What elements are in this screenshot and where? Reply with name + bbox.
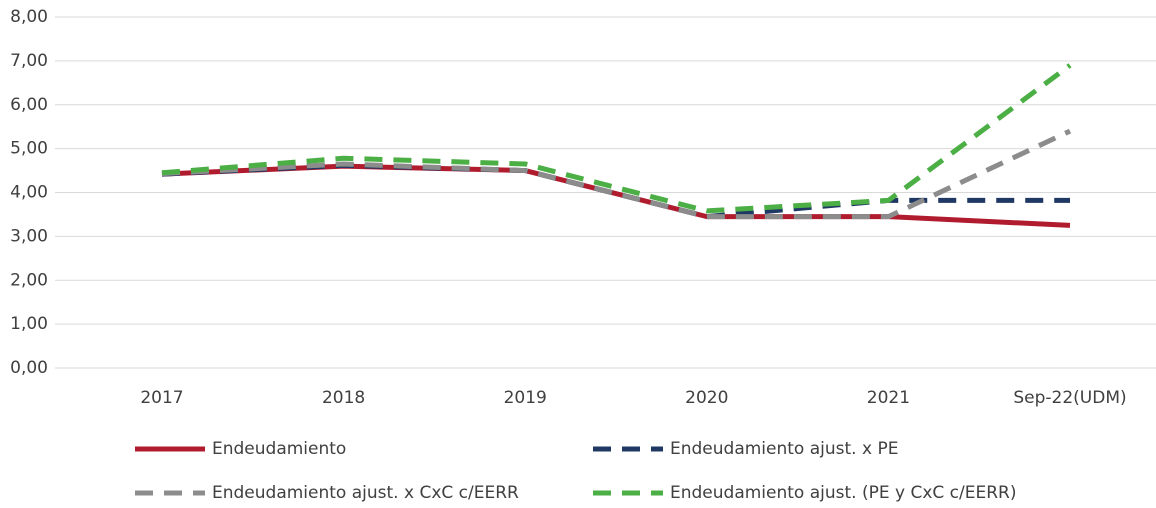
legend-label: Endeudamiento ajust. x PE: [670, 439, 898, 459]
y-tick-label: 5,00: [10, 139, 48, 159]
series-line: [161, 162, 1070, 220]
series-line: [161, 163, 1071, 228]
legend-label: Endeudamiento ajust. (PE y CxC c/EERR): [670, 483, 1017, 503]
x-tick-label: 2018: [322, 388, 365, 408]
y-tick-label: 4,00: [10, 183, 48, 203]
y-tick-label: 6,00: [10, 95, 48, 115]
y-tick-label: 2,00: [10, 270, 48, 290]
y-tick-label: 0,00: [10, 358, 48, 378]
y-tick-label: 1,00: [10, 314, 48, 334]
x-tick-label: 2017: [140, 388, 183, 408]
x-tick-label: 2021: [867, 388, 910, 408]
y-tick-label: 8,00: [10, 7, 48, 27]
x-tick-label: Sep-22(UDM): [1013, 388, 1126, 408]
legend-label: Endeudamiento: [212, 439, 346, 459]
series-line: [161, 128, 1072, 220]
x-tick-label: 2020: [685, 388, 728, 408]
series-line: [161, 63, 1072, 214]
y-tick-label: 3,00: [10, 226, 48, 246]
y-tick-label: 7,00: [10, 51, 48, 71]
x-tick-label: 2019: [504, 388, 547, 408]
legend-label: Endeudamiento ajust. x CxC c/EERR: [212, 483, 519, 503]
